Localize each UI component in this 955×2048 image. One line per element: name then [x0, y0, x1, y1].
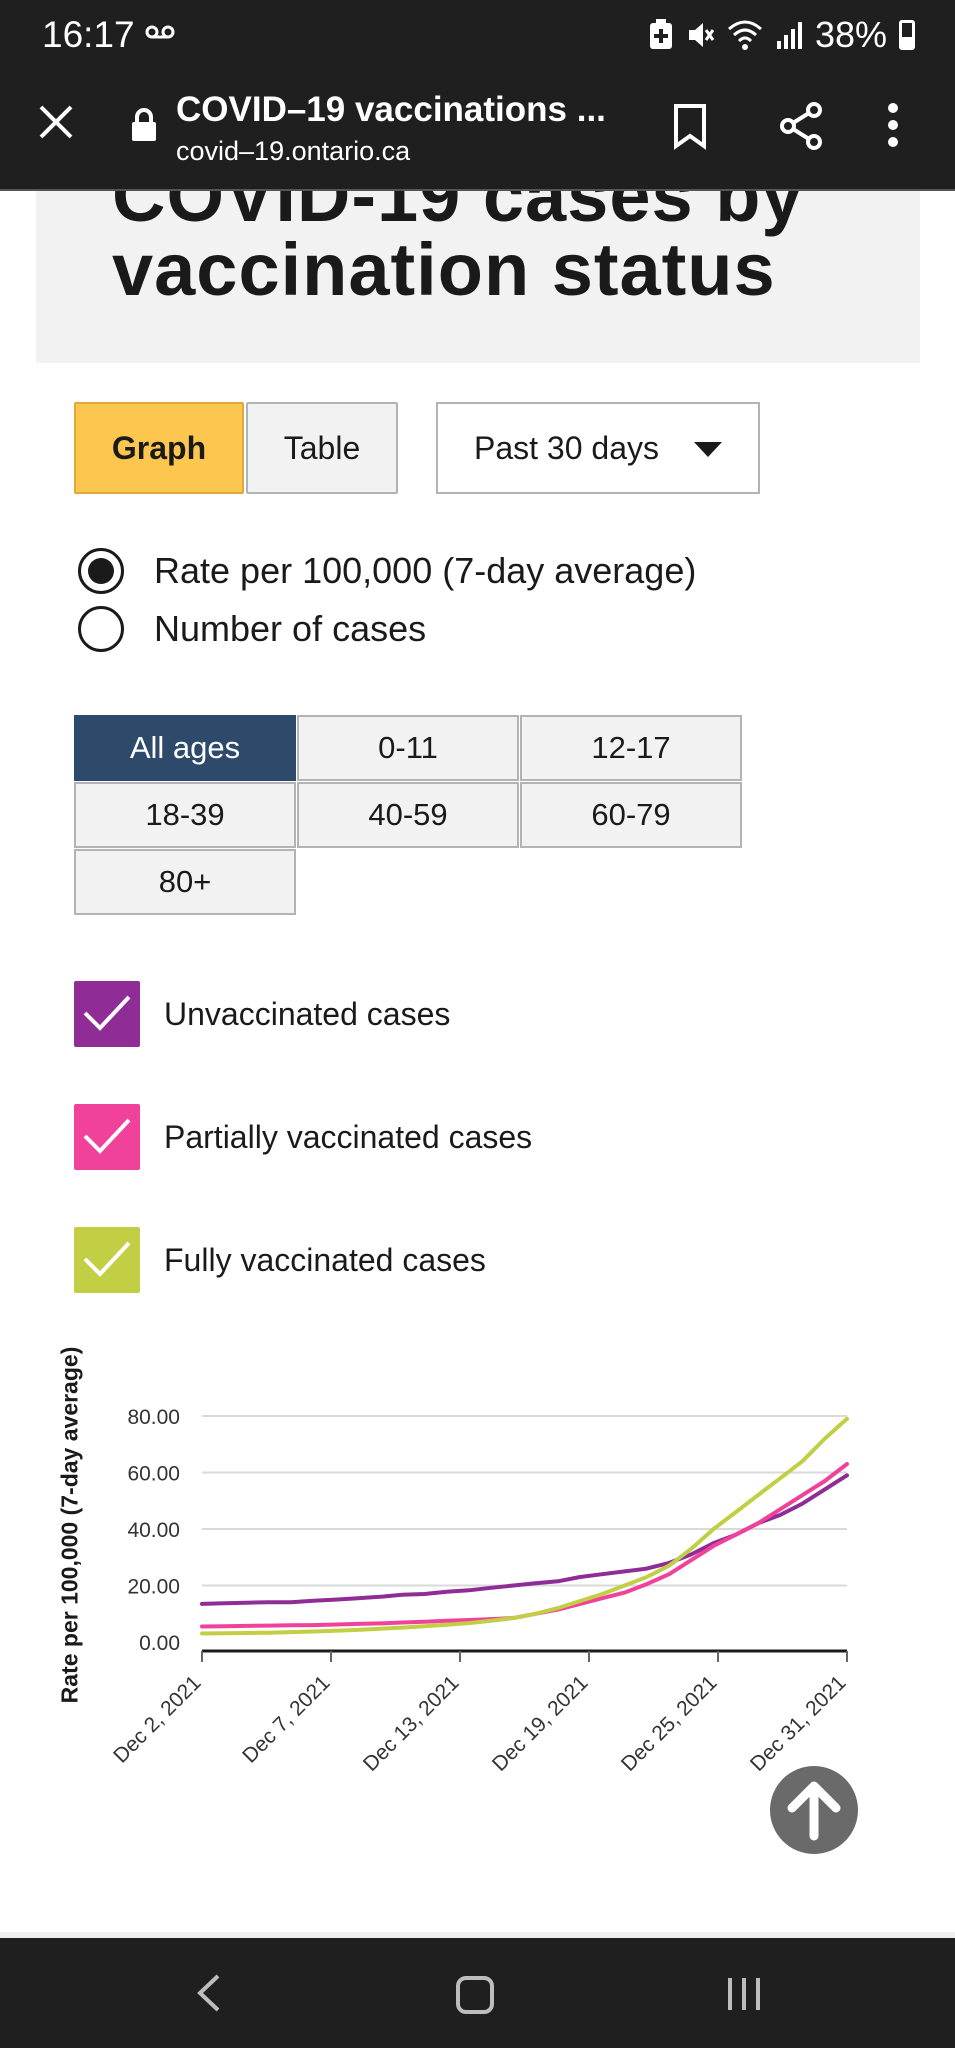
graph-view-button[interactable]: Graph: [74, 402, 244, 494]
checkbox-label: Unvaccinated cases: [164, 995, 451, 1032]
x-tick-label: Dec 25, 2021: [617, 1671, 722, 1776]
page-heading-banner: COVID-19 cases by vaccination status: [36, 191, 920, 363]
line-chart: 80.00 60.00 40.00 20.00 0.00 Dec 2, 2021 Dec 7…: [109, 1406, 851, 1776]
period-dropdown-value: Past 30 days: [474, 429, 659, 466]
x-tick-label: Dec 31, 2021: [746, 1671, 851, 1776]
checkmark-icon: [83, 1118, 131, 1154]
toolbar-divider: [0, 189, 955, 191]
signal-icon: [776, 22, 802, 49]
browser-url[interactable]: covid–19.ontario.ca: [176, 136, 411, 166]
home-icon[interactable]: [456, 1976, 494, 2014]
status-bar: 16:17 38%: [0, 0, 955, 72]
battery-icon: [899, 20, 915, 50]
toggle-partially-vaccinated[interactable]: Partially vaccinated cases: [74, 1104, 532, 1170]
toggle-fully-vaccinated[interactable]: Fully vaccinated cases: [74, 1227, 486, 1293]
period-dropdown[interactable]: Past 30 days: [436, 402, 760, 494]
age-button-12-17[interactable]: 12-17: [520, 715, 742, 781]
toggle-unvaccinated[interactable]: Unvaccinated cases: [74, 981, 450, 1047]
close-icon[interactable]: [36, 102, 76, 142]
mute-icon: [688, 23, 715, 47]
y-tick-label: 60.00: [127, 1463, 180, 1486]
bookmark-icon[interactable]: [670, 102, 710, 150]
status-icons: 38%: [647, 14, 915, 56]
page-bottom-edge: [0, 1932, 955, 1938]
radio-option-rate[interactable]: Rate per 100,000 (7-day average): [78, 548, 696, 594]
age-button-60-79[interactable]: 60-79: [520, 782, 742, 848]
checkbox-label: Fully vaccinated cases: [164, 1241, 486, 1278]
age-button-40-59[interactable]: 40-59: [297, 782, 519, 848]
age-button-18-39[interactable]: 18-39: [74, 782, 296, 848]
voicemail-icon: [145, 25, 175, 39]
share-icon[interactable]: [778, 102, 824, 150]
checkbox-fully-vaccinated[interactable]: [74, 1227, 140, 1293]
radio-button[interactable]: [78, 606, 124, 652]
page-title-line-1: COVID-19 cases by: [112, 191, 804, 237]
y-tick-label: 20.00: [127, 1576, 180, 1599]
back-icon[interactable]: [194, 1972, 224, 2014]
checkbox-partially-vaccinated[interactable]: [74, 1104, 140, 1170]
checkbox-label: Partially vaccinated cases: [164, 1118, 533, 1155]
checkmark-icon: [83, 995, 131, 1031]
arrow-up-icon: [787, 1781, 841, 1841]
page-title-line-2: vaccination status: [112, 228, 776, 311]
radio-label: Rate per 100,000 (7-day average): [154, 550, 697, 591]
y-tick-label: 40.00: [127, 1519, 180, 1542]
page-title: COVID-19 cases by vaccination status: [112, 191, 804, 307]
x-tick-label: Dec 19, 2021: [488, 1671, 593, 1776]
age-button-80-plus[interactable]: 80+: [74, 849, 296, 915]
y-tick-label: 80.00: [127, 1406, 180, 1429]
radio-button-checked[interactable]: [78, 548, 124, 594]
browser-page-title[interactable]: COVID–19 vaccinations ...: [176, 90, 606, 129]
radio-label: Number of cases: [154, 608, 427, 649]
checkbox-unvaccinated[interactable]: [74, 981, 140, 1047]
more-options-icon[interactable]: [885, 102, 901, 148]
age-button-0-11[interactable]: 0-11: [297, 715, 519, 781]
system-nav-bar: [0, 1938, 955, 2048]
scroll-to-top-button[interactable]: [770, 1766, 858, 1854]
status-time: 16:17: [42, 14, 135, 55]
battery-percent: 38%: [814, 14, 887, 55]
series-line-fully-vaccinated-cases: [200, 1416, 849, 1636]
battery-saver-icon: [649, 19, 672, 49]
table-view-button[interactable]: Table: [246, 402, 398, 494]
lock-icon: [132, 108, 156, 141]
browser-toolbar: COVID–19 vaccinations ... covid–19.ontar…: [0, 72, 955, 190]
checkmark-icon: [83, 1241, 131, 1277]
age-button-all-ages[interactable]: All ages: [74, 715, 296, 781]
wifi-icon: [727, 20, 762, 50]
caret-down-icon: [694, 442, 722, 457]
x-tick-label: Dec 7, 2021: [238, 1671, 334, 1767]
recent-apps-icon[interactable]: [726, 1976, 762, 2012]
y-tick-label: 0.00: [139, 1632, 180, 1655]
radio-option-count[interactable]: Number of cases: [78, 606, 426, 652]
x-tick-label: Dec 2, 2021: [109, 1671, 205, 1767]
x-tick-label: Dec 13, 2021: [359, 1671, 464, 1776]
